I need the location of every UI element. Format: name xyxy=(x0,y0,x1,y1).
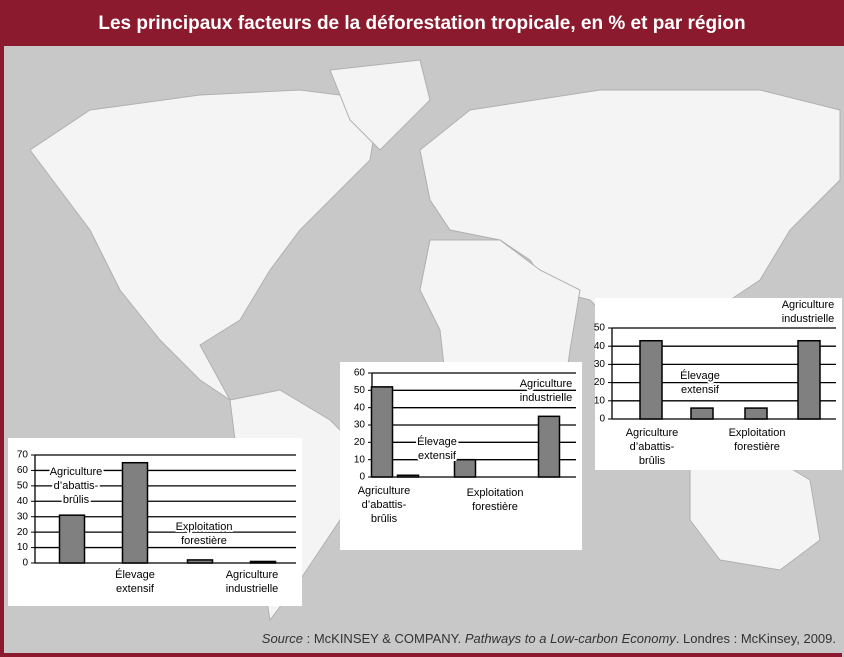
category-label: Agriculture d’abattis-brûlis xyxy=(358,485,411,525)
y-tick-label: 20 xyxy=(594,377,606,388)
bar xyxy=(453,458,477,478)
category-label: Agriculture industrielle xyxy=(782,299,835,325)
bar xyxy=(537,415,561,478)
bar xyxy=(121,461,149,564)
bar xyxy=(370,386,394,478)
category-label: Agriculture d’abattis-brûlis xyxy=(50,466,103,506)
bar xyxy=(249,560,277,564)
y-tick-label: 40 xyxy=(594,341,606,352)
bar xyxy=(744,407,768,420)
y-tick-label: 10 xyxy=(594,395,606,406)
y-tick-label: 40 xyxy=(17,496,29,507)
y-tick-label: 20 xyxy=(17,527,29,538)
bar xyxy=(58,514,86,564)
bar xyxy=(396,474,420,478)
y-tick-label: 30 xyxy=(354,420,366,431)
y-tick-label: 30 xyxy=(17,511,29,522)
category-label: Élevage extensif xyxy=(115,568,155,595)
category-label: Agriculture industrielle xyxy=(226,569,279,595)
category-label: Exploitation forestière xyxy=(729,427,786,453)
source-label: Source xyxy=(262,631,303,646)
y-tick-label: 10 xyxy=(17,542,29,553)
y-tick-label: 70 xyxy=(17,450,29,461)
bar xyxy=(186,559,214,564)
category-label: Élevage extensif xyxy=(680,369,720,396)
category-label: Agriculture d’abattis-brûlis xyxy=(626,427,679,467)
chart-panel xyxy=(8,438,302,606)
category-label: Élevage extensif xyxy=(417,435,457,462)
source-title: Pathways to a Low-carbon Economy xyxy=(465,631,677,646)
y-tick-label: 10 xyxy=(354,454,366,465)
source-text: . Londres : McKinsey, 2009. xyxy=(676,631,836,646)
y-tick-label: 20 xyxy=(354,437,366,448)
bar-chart: 0 10 20 30 40 50 60 Agriculture d’abattis-brûlis… xyxy=(340,362,582,550)
bar xyxy=(690,407,714,420)
bar xyxy=(639,339,663,420)
y-tick-label: 0 xyxy=(359,472,365,483)
y-tick-label: 60 xyxy=(354,368,366,379)
y-tick-label: 30 xyxy=(594,359,606,370)
header-band xyxy=(0,0,844,46)
y-tick-label: 50 xyxy=(354,385,366,396)
frame xyxy=(0,46,842,657)
y-tick-label: 40 xyxy=(354,402,366,413)
y-tick-label: 50 xyxy=(17,480,29,491)
category-label: Agriculture industrielle xyxy=(520,378,573,404)
y-tick-label: 60 xyxy=(17,465,29,476)
bar xyxy=(797,339,821,420)
source: Source : McKINSEY & COMPANY. Pathways to… xyxy=(262,631,836,646)
source-text: : McKINSEY & COMPANY. xyxy=(303,631,465,646)
bar-chart: 0 10 20 30 40 50 60 70 Agriculture d’abattis-brûl… xyxy=(8,438,302,606)
y-tick-label: 0 xyxy=(599,414,605,425)
bar-chart: 0 10 20 30 40 50 Agriculture d’abattis-brûlis Él… xyxy=(594,297,842,470)
category-label: Exploitation forestière xyxy=(176,521,233,547)
y-tick-label: 0 xyxy=(22,558,28,569)
category-label: Exploitation forestière xyxy=(467,487,524,513)
title: Les principaux facteurs de la déforestat… xyxy=(98,13,745,34)
y-tick-label: 50 xyxy=(594,323,606,334)
